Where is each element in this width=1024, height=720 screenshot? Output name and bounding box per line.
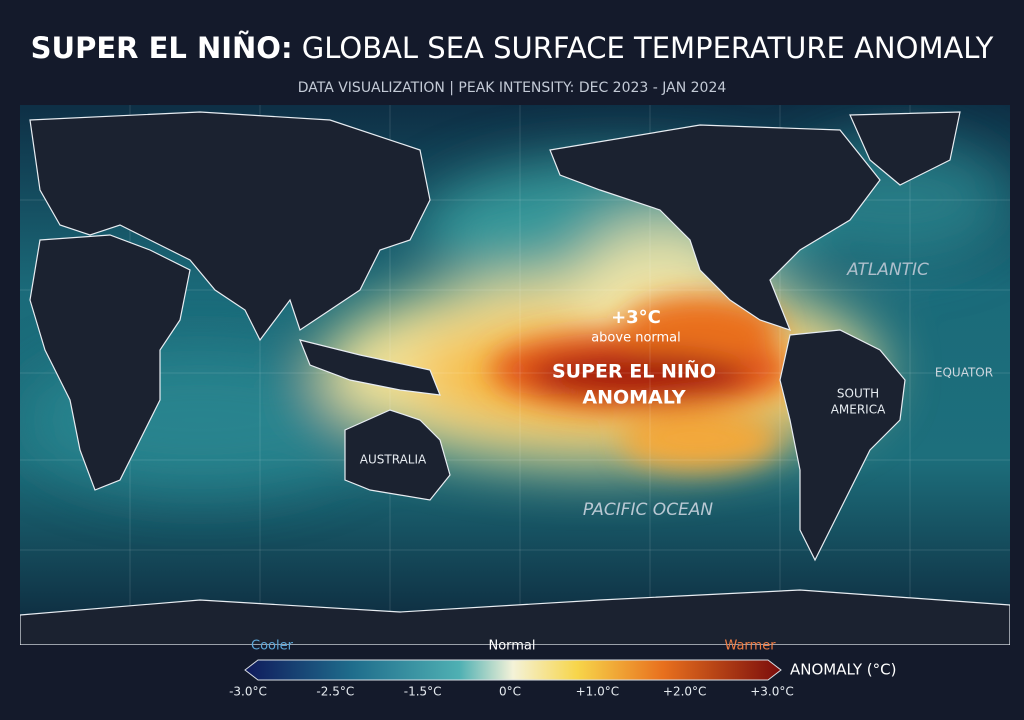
- scale-tick-label: 0°C: [499, 685, 521, 699]
- legend-normal: Normal: [488, 639, 535, 654]
- continent-label: AMERICA: [831, 403, 886, 417]
- africa: [29, 234, 191, 491]
- greenland: [849, 111, 961, 186]
- south-america: [779, 329, 906, 562]
- title-bold: SUPER EL NIÑO:: [31, 31, 293, 65]
- color-scale: [244, 659, 782, 681]
- continent-label: AUSTRALIA: [360, 453, 427, 467]
- callout-name: ANOMALY: [582, 387, 686, 409]
- scale-tick-label: +2.0°C: [663, 685, 707, 699]
- scale-tick-label: -3.0°C: [229, 685, 267, 699]
- callout-value: +3°C: [611, 307, 661, 328]
- landmasses: [20, 111, 1010, 645]
- antarctica: [20, 589, 1010, 645]
- australia: [344, 409, 451, 501]
- indonesia: [299, 339, 441, 396]
- legend-title: ANOMALY (°C): [790, 661, 896, 679]
- subtitle: DATA VISUALIZATION | PEAK INTENSITY: DEC…: [298, 80, 727, 96]
- north-america: [549, 124, 881, 331]
- scale-ticks: -3.0°C -2.5°C -1.5°C 0°C +1.0°C +2.0°C +3.0°C: [229, 685, 794, 699]
- title: SUPER EL NIÑO: GLOBAL SEA SURFACE TEMPER…: [31, 31, 994, 65]
- scale-tick-label: -2.5°C: [316, 685, 354, 699]
- legend: Cooler Normal Warmer ANOMALY (°C) -3.0°C…: [229, 639, 896, 699]
- continent-label: SOUTH: [837, 387, 879, 401]
- equator-label: EQUATOR: [935, 366, 993, 380]
- map: ATLANTIC EQUATOR SOUTH AMERICA AUSTRALIA…: [20, 105, 1010, 645]
- scale-tick-label: +3.0°C: [750, 685, 794, 699]
- eurasia: [29, 111, 431, 342]
- scale-tick-label: -1.5°C: [404, 685, 442, 699]
- callout-note: above normal: [591, 331, 681, 346]
- title-rest: GLOBAL SEA SURFACE TEMPERATURE ANOMALY: [302, 31, 994, 65]
- ocean-label: PACIFIC OCEAN: [583, 500, 714, 520]
- legend-cooler: Cooler: [251, 639, 294, 654]
- scale-tick-label: +1.0°C: [576, 685, 620, 699]
- ocean-label: ATLANTIC: [846, 260, 929, 280]
- callout-name: SUPER EL NIÑO: [552, 359, 716, 383]
- anomaly-core: [490, 295, 790, 470]
- legend-warmer: Warmer: [724, 639, 776, 654]
